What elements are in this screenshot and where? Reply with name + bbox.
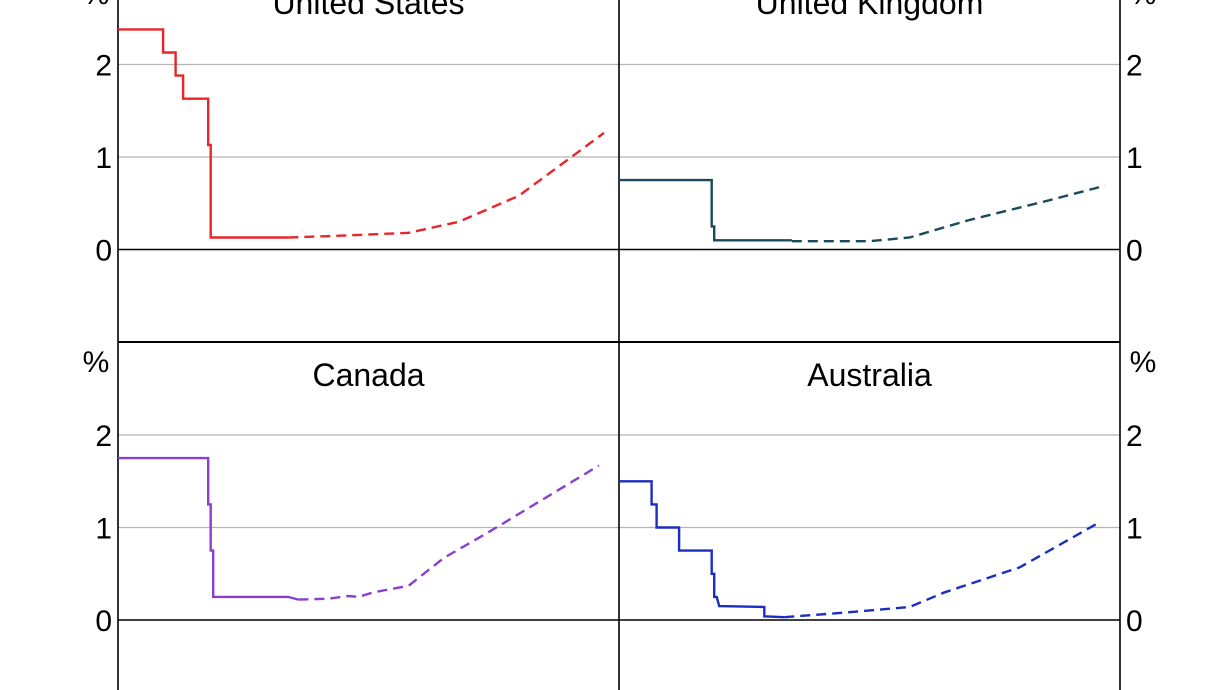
- y-tick-label-left: 2: [95, 420, 112, 453]
- y-tick-label-right: 0: [1126, 235, 1143, 268]
- panel-united-states: United States: [118, 0, 605, 239]
- series-line-actual: [118, 456, 299, 601]
- y-tick-label-left: 0: [95, 605, 112, 638]
- y-tick-label-left: 1: [95, 142, 112, 175]
- y-tick-label-right: 1: [1126, 513, 1143, 546]
- panel-canada: Canada: [118, 357, 600, 601]
- panel-title: United Kingdom: [756, 0, 984, 21]
- series-line-actual: [118, 28, 289, 239]
- y-tick-label-left: 0: [95, 235, 112, 268]
- panel-title: United States: [272, 0, 464, 21]
- series-line-actual: [619, 480, 785, 619]
- panel-title: Australia: [807, 357, 932, 393]
- y-tick-label-right: 2: [1126, 50, 1143, 83]
- panel-title: Canada: [312, 357, 424, 393]
- series-line-expected: [298, 464, 600, 601]
- y-tick-label-right: 2: [1126, 420, 1143, 453]
- series-line-expected: [784, 520, 1101, 619]
- unit-label: %: [1130, 0, 1157, 11]
- series-line-expected: [288, 131, 605, 239]
- panel-united-kingdom: United Kingdom: [619, 0, 1106, 243]
- series-line-expected: [791, 184, 1106, 243]
- y-tick-label-right: 1: [1126, 142, 1143, 175]
- unit-label: %: [83, 0, 110, 11]
- unit-label: %: [1130, 346, 1157, 379]
- panel-australia: Australia: [619, 357, 1101, 619]
- y-tick-label-left: 1: [95, 513, 112, 546]
- y-tick-label-left: 2: [95, 50, 112, 83]
- series-line-actual: [619, 178, 792, 242]
- unit-label: %: [83, 346, 110, 379]
- y-tick-label-right: 0: [1126, 605, 1143, 638]
